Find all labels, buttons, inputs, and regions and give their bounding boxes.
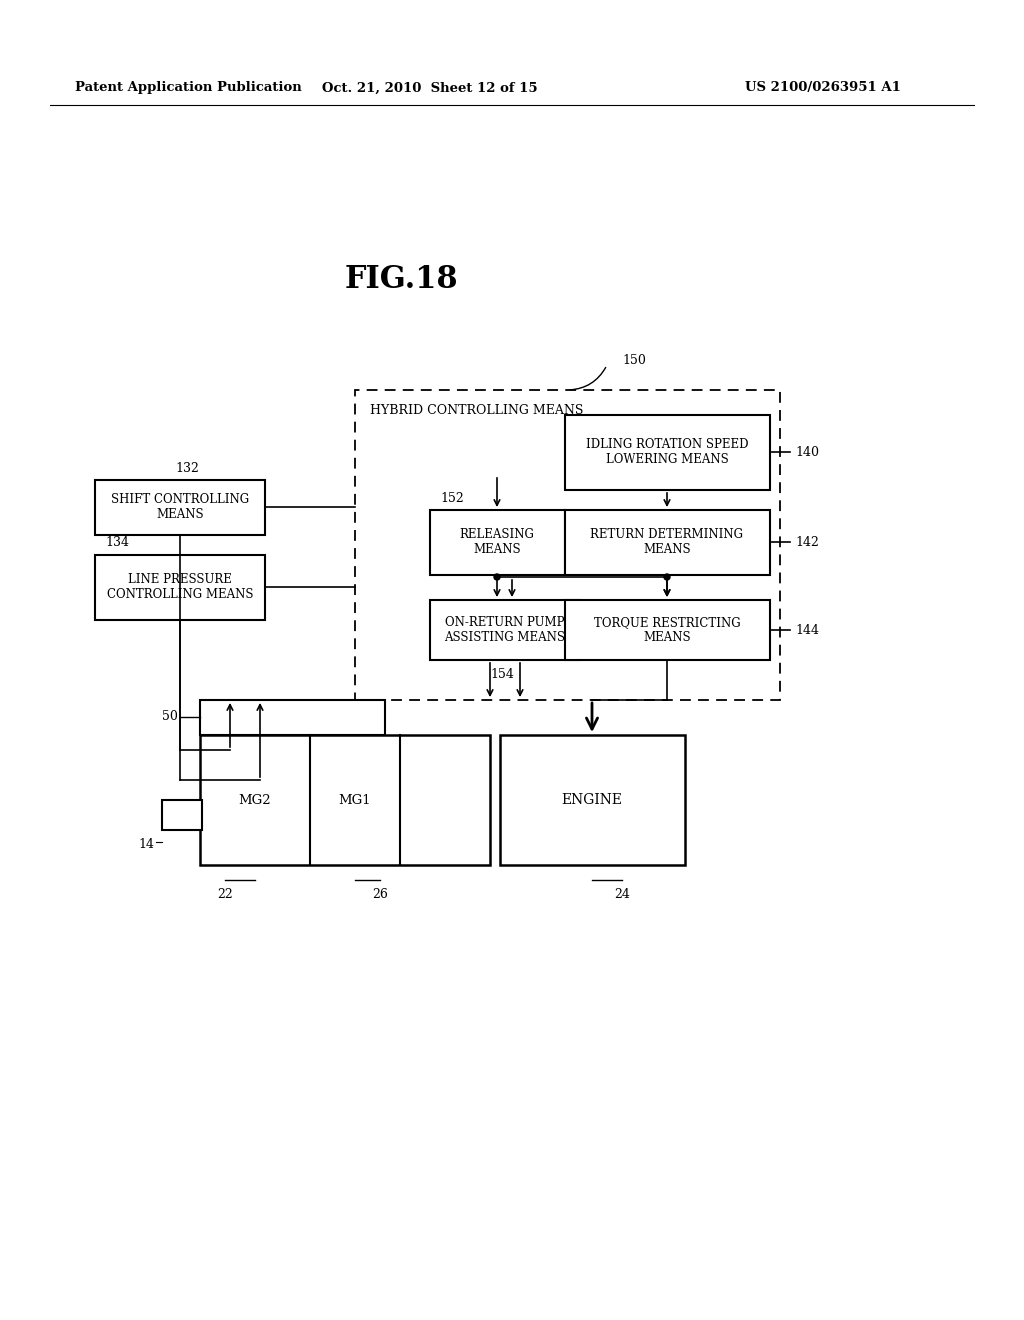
Text: 150: 150 — [622, 354, 646, 367]
Text: 144: 144 — [795, 623, 819, 636]
Circle shape — [664, 574, 670, 579]
Bar — [95, 480, 265, 535]
Text: 154: 154 — [490, 668, 514, 681]
Text: 134: 134 — [105, 536, 129, 549]
Text: 14: 14 — [138, 838, 154, 851]
Bar — [355, 389, 780, 700]
Bar — [565, 414, 770, 490]
Text: 24: 24 — [614, 888, 630, 902]
Text: US 2100/0263951 A1: US 2100/0263951 A1 — [745, 82, 901, 95]
Text: TORQUE RESTRICTING
MEANS: TORQUE RESTRICTING MEANS — [594, 616, 740, 644]
Bar — [200, 700, 385, 735]
Bar — [430, 601, 580, 660]
Text: RELEASING
MEANS: RELEASING MEANS — [460, 528, 535, 556]
Text: 132: 132 — [175, 462, 199, 474]
Circle shape — [494, 574, 500, 579]
Text: 22: 22 — [217, 888, 232, 902]
Text: MG2: MG2 — [239, 793, 271, 807]
Text: 50: 50 — [162, 710, 178, 723]
Text: HYBRID CONTROLLING MEANS: HYBRID CONTROLLING MEANS — [370, 404, 584, 417]
Text: IDLING ROTATION SPEED
LOWERING MEANS: IDLING ROTATION SPEED LOWERING MEANS — [586, 438, 749, 466]
Bar — [565, 510, 770, 576]
Text: ENGINE: ENGINE — [561, 793, 623, 807]
Text: FIG.18: FIG.18 — [345, 264, 459, 296]
Text: 142: 142 — [795, 536, 819, 549]
Text: 140: 140 — [795, 446, 819, 458]
Bar — [565, 601, 770, 660]
Text: ON-RETURN PUMP
ASSISTING MEANS: ON-RETURN PUMP ASSISTING MEANS — [444, 616, 565, 644]
Text: LINE PRESSURE
CONTROLLING MEANS: LINE PRESSURE CONTROLLING MEANS — [106, 573, 253, 601]
Bar — [162, 800, 202, 830]
Text: Patent Application Publication: Patent Application Publication — [75, 82, 302, 95]
Text: RETURN DETERMINING
MEANS: RETURN DETERMINING MEANS — [591, 528, 743, 556]
Bar — [430, 510, 565, 576]
Text: 26: 26 — [372, 888, 388, 902]
Text: SHIFT CONTROLLING
MEANS: SHIFT CONTROLLING MEANS — [111, 492, 249, 521]
Bar — [500, 735, 685, 865]
Text: 152: 152 — [440, 491, 464, 504]
Bar — [200, 735, 490, 865]
Bar — [95, 554, 265, 620]
Text: Oct. 21, 2010  Sheet 12 of 15: Oct. 21, 2010 Sheet 12 of 15 — [323, 82, 538, 95]
Text: MG1: MG1 — [339, 793, 372, 807]
